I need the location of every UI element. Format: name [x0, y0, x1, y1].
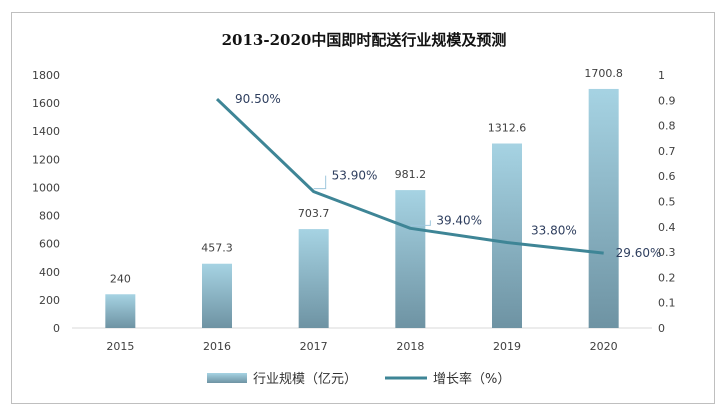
bar-2019 [492, 143, 522, 328]
right-tick-label: 0.8 [658, 120, 676, 133]
legend-label-bar: 行业规模（亿元） [253, 372, 357, 387]
growth-value-label: 29.60% [616, 246, 662, 260]
left-tick-label: 1200 [32, 153, 60, 166]
growth-value-label: 53.90% [332, 169, 378, 183]
x-tick-label: 2018 [396, 340, 424, 353]
left-tick-label: 400 [39, 266, 60, 279]
right-axis-ticks: 0 0.1 0.2 0.3 0.4 0.5 0.6 0.7 0.8 0.9 1 [658, 69, 676, 335]
left-tick-label: 1400 [32, 125, 60, 138]
x-axis-ticks: 2015 2016 2017 2018 2019 2020 [106, 340, 617, 353]
bar-2020 [588, 88, 619, 328]
bar-2018 [395, 190, 426, 328]
left-tick-label: 0 [53, 322, 60, 335]
bar-value-label: 1700.8 [584, 67, 623, 80]
growth-value-label: 33.80% [531, 223, 577, 237]
bar-value-label: 240 [110, 272, 131, 285]
bar-2015 [105, 294, 136, 328]
bar-2016 [202, 263, 232, 328]
x-tick-label: 2015 [106, 340, 134, 353]
x-tick-label: 2020 [590, 340, 618, 353]
right-tick-label: 0.9 [658, 94, 676, 107]
label-leader-line [410, 220, 431, 226]
combo-chart: 2013-2020中国即时配送行业规模及预测 0 200 400 600 800 1000… [32, 31, 676, 387]
right-tick-label: 0.6 [658, 170, 676, 183]
left-tick-label: 800 [39, 210, 60, 223]
bar-value-label: 981.2 [395, 168, 427, 181]
chart-title: 2013-2020中国即时配送行业规模及预测 [222, 31, 507, 49]
bars-group [105, 88, 619, 328]
left-axis-ticks: 0 200 400 600 800 1000 1200 1400 1600 1800 [32, 69, 60, 335]
x-tick-label: 2019 [493, 340, 521, 353]
right-tick-label: 0.4 [658, 221, 676, 234]
left-tick-label: 1800 [32, 69, 60, 82]
right-tick-label: 1 [658, 69, 665, 82]
chart-frame: 2013-2020中国即时配送行业规模及预测 0 200 400 600 800 1000… [11, 12, 715, 404]
right-tick-label: 0.1 [658, 297, 676, 310]
legend-swatch-bar [207, 373, 247, 383]
right-tick-label: 0.2 [658, 271, 676, 284]
x-tick-label: 2016 [203, 340, 231, 353]
growth-value-label: 39.40% [436, 213, 482, 227]
bar-value-label: 703.7 [298, 207, 330, 220]
right-tick-label: 0.5 [658, 196, 676, 209]
left-tick-label: 600 [39, 238, 60, 251]
bar-labels-group: 240 457.3 703.7 981.2 1312.6 1700.8 [110, 67, 623, 285]
bar-2017 [298, 229, 329, 328]
growth-rate-line [215, 97, 604, 255]
right-tick-label: 0.3 [658, 246, 676, 259]
label-leader-line [313, 175, 327, 190]
left-tick-label: 1600 [32, 97, 60, 110]
bar-value-label: 457.3 [201, 242, 233, 255]
left-tick-label: 1000 [32, 181, 60, 194]
growth-labels-group: 90.50% 53.90% 39.40% 33.80% 29.60% [235, 92, 661, 260]
bar-value-label: 1312.6 [488, 122, 527, 135]
legend-label-line: 增长率（%） [433, 371, 510, 387]
right-tick-label: 0 [658, 322, 665, 335]
growth-value-label: 90.50% [235, 92, 281, 106]
x-tick-label: 2017 [300, 340, 328, 353]
right-tick-label: 0.7 [658, 145, 676, 158]
legend: 行业规模（亿元） 增长率（%） [207, 371, 510, 387]
left-tick-label: 200 [39, 294, 60, 307]
growth-line-group [215, 97, 604, 255]
